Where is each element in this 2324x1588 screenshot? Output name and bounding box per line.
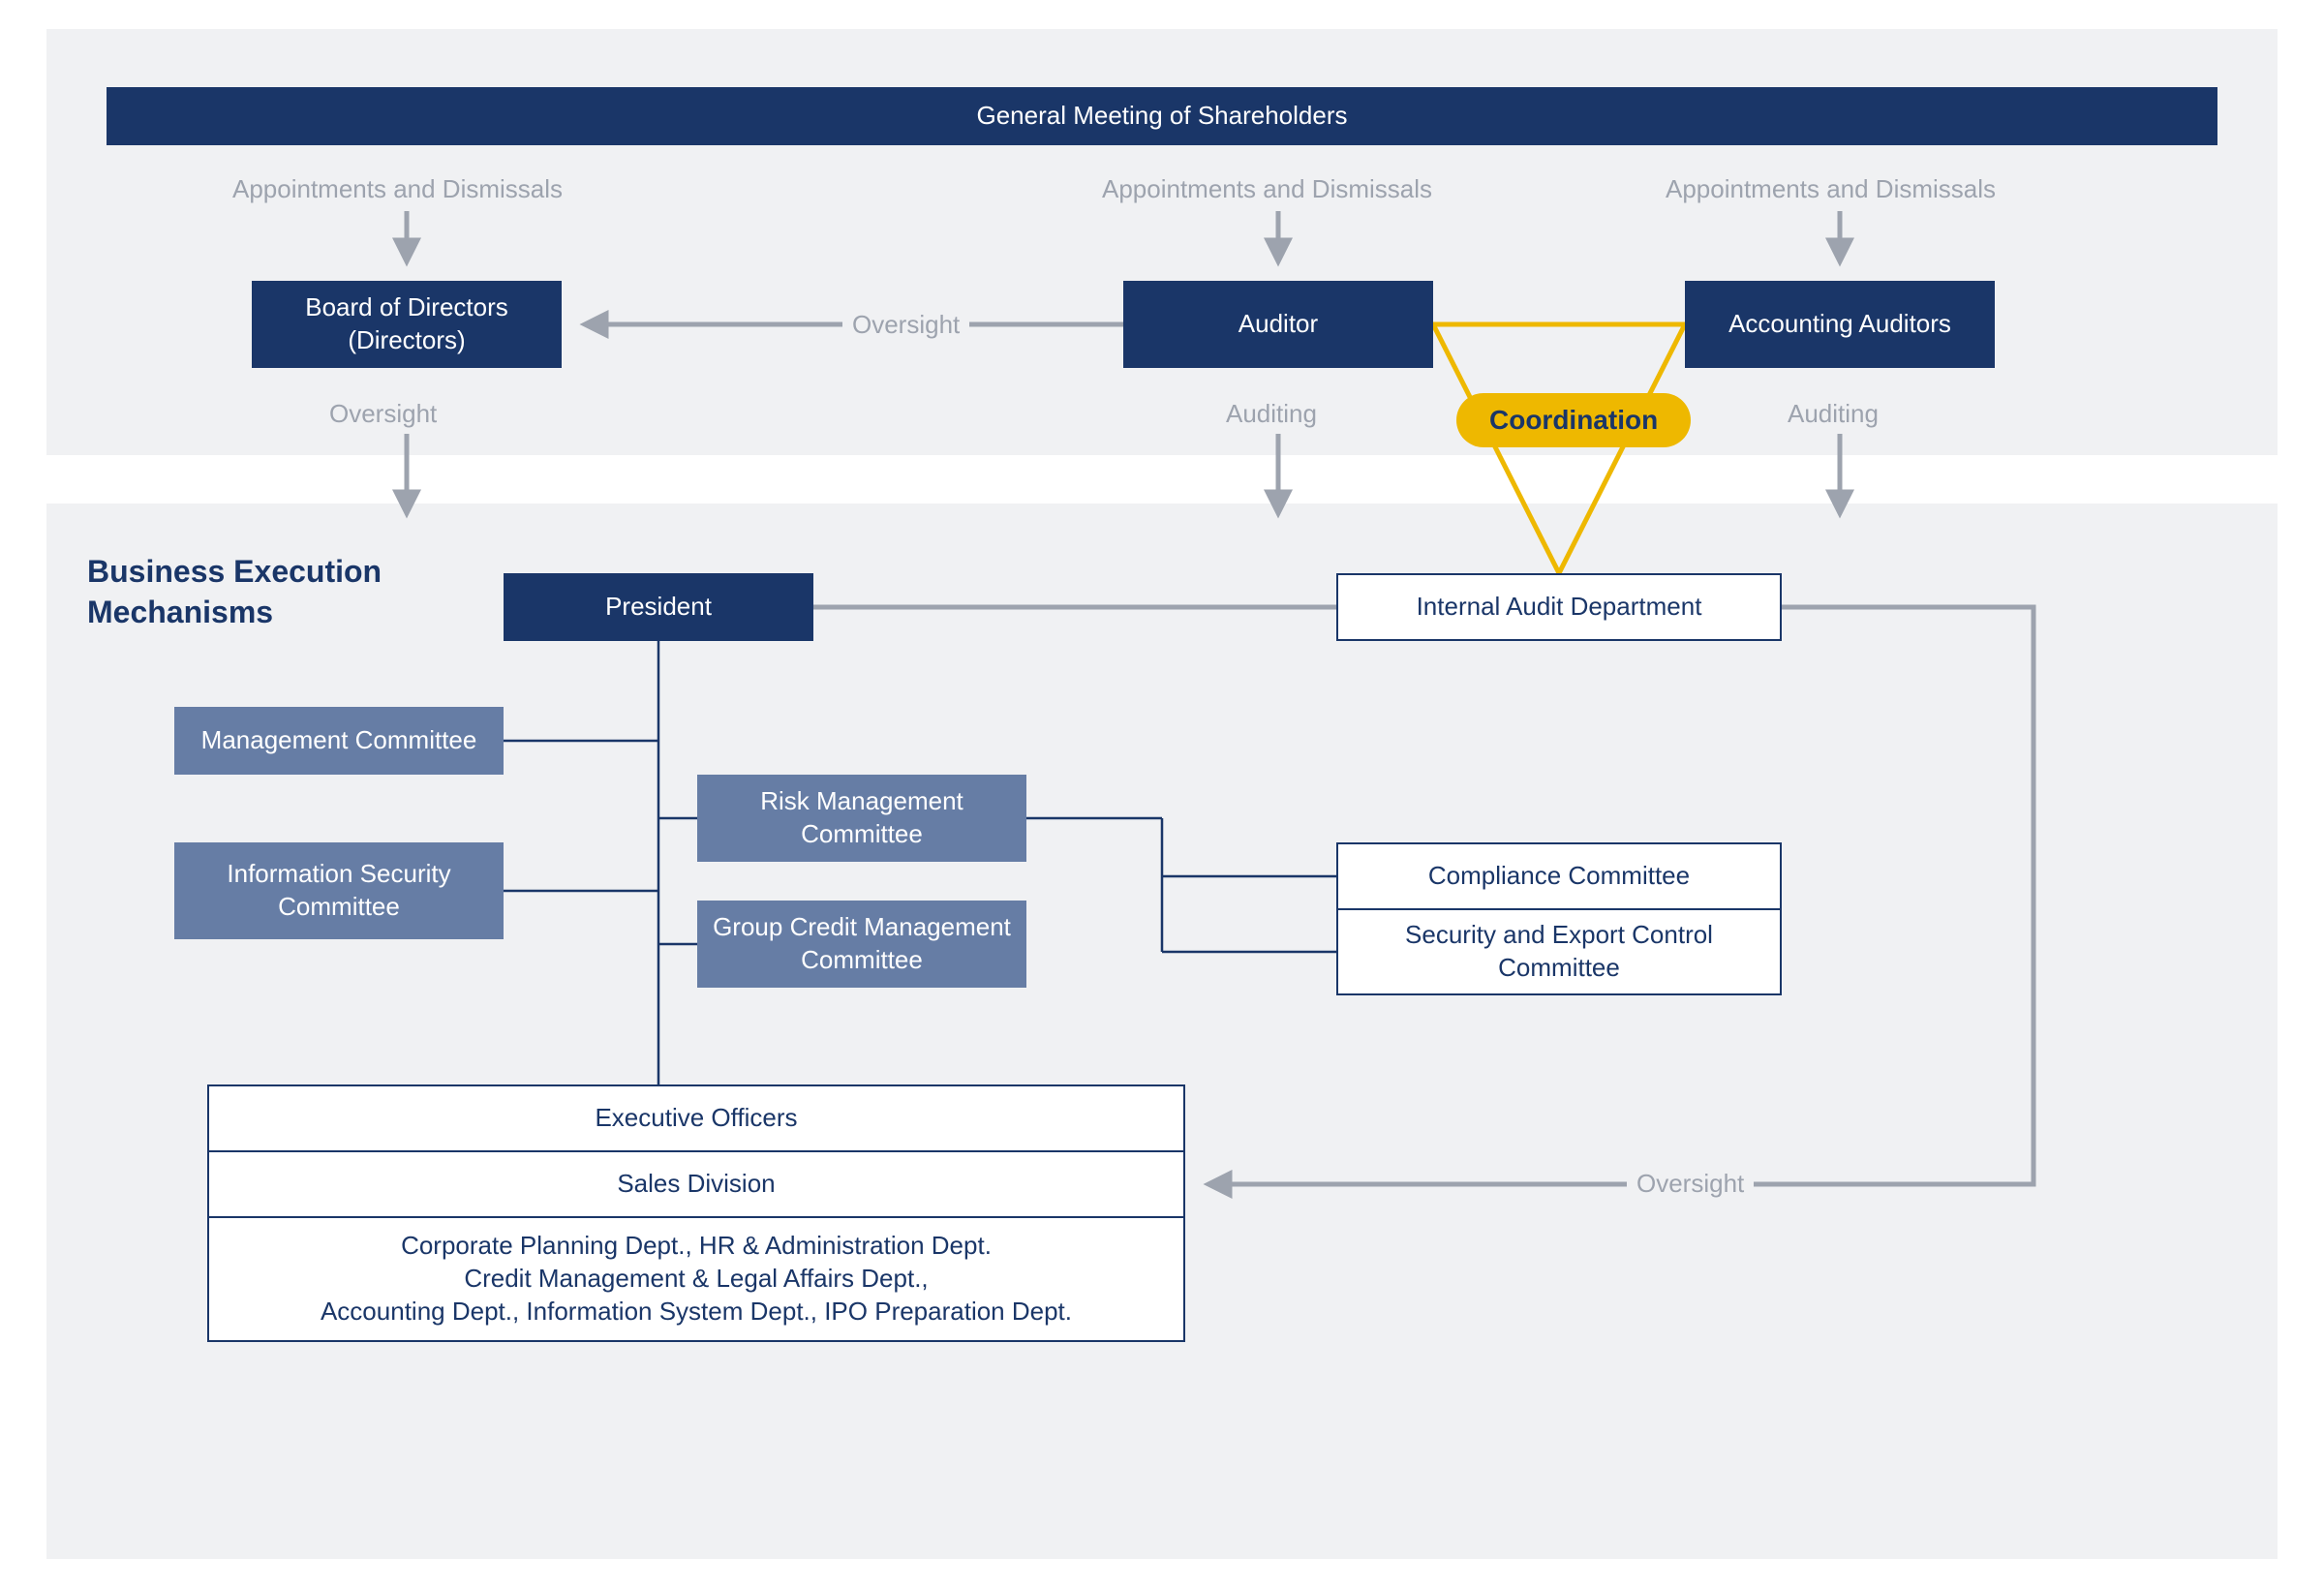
label-appointments-2: Appointments and Dismissals (1102, 174, 1432, 204)
node-auditor: Auditor (1123, 281, 1433, 368)
node-label: Sales Division (617, 1168, 775, 1201)
node-label: Security and Export ControlCommittee (1405, 919, 1713, 985)
label-text: Oversight (852, 310, 960, 339)
label-appointments-1: Appointments and Dismissals (232, 174, 563, 204)
node-compliance-committee: Compliance Committee (1336, 842, 1782, 910)
node-board-of-directors: Board of Directors(Directors) (252, 281, 562, 368)
label-text: Appointments and Dismissals (1666, 174, 1996, 203)
label-text: Auditing (1226, 399, 1317, 428)
node-accounting-auditors: Accounting Auditors (1685, 281, 1995, 368)
label-oversight-bottom: Oversight (1627, 1169, 1754, 1199)
node-president: President (504, 573, 813, 641)
node-label: Risk ManagementCommittee (760, 785, 963, 851)
label-oversight-top: Oversight (842, 310, 969, 340)
section-title-text: Business ExecutionMechanisms (87, 554, 382, 629)
node-info-security-committee: Information SecurityCommittee (174, 842, 504, 939)
label-text: Oversight (329, 399, 437, 428)
label-appointments-3: Appointments and Dismissals (1666, 174, 1996, 204)
label-text: Auditing (1788, 399, 1879, 428)
label-text: Oversight (1636, 1169, 1744, 1198)
node-executive-officers: Executive Officers (207, 1084, 1185, 1152)
white-band-bg (46, 455, 2278, 504)
node-label: Executive Officers (595, 1102, 797, 1135)
node-label: Auditor (1238, 308, 1318, 341)
node-internal-audit: Internal Audit Department (1336, 573, 1782, 641)
org-chart-canvas: General Meeting of Shareholders Board of… (0, 0, 2324, 1588)
node-risk-mgmt-committee: Risk ManagementCommittee (697, 775, 1026, 862)
node-label: President (605, 591, 712, 624)
label-text: Appointments and Dismissals (232, 174, 563, 203)
node-sales-division: Sales Division (207, 1150, 1185, 1218)
node-label: General Meeting of Shareholders (976, 100, 1347, 133)
node-label: Group Credit ManagementCommittee (713, 911, 1011, 977)
coordination-badge: Coordination (1456, 393, 1691, 447)
node-departments: Corporate Planning Dept., HR & Administr… (207, 1216, 1185, 1342)
label-text: Appointments and Dismissals (1102, 174, 1432, 203)
label-auditing-right: Auditing (1788, 399, 1879, 429)
node-group-credit-committee: Group Credit ManagementCommittee (697, 901, 1026, 988)
node-label: Board of Directors(Directors) (305, 291, 508, 357)
section-title-business-exec: Business ExecutionMechanisms (87, 552, 382, 632)
node-label: Internal Audit Department (1417, 591, 1702, 624)
label-oversight-left: Oversight (329, 399, 437, 429)
node-security-export-committee: Security and Export ControlCommittee (1336, 908, 1782, 995)
node-label: Information SecurityCommittee (227, 858, 450, 924)
node-label: Compliance Committee (1428, 860, 1690, 893)
node-label: Management Committee (201, 724, 477, 757)
label-auditing-mid: Auditing (1226, 399, 1317, 429)
node-label: Corporate Planning Dept., HR & Administr… (321, 1230, 1072, 1328)
badge-text: Coordination (1489, 405, 1658, 436)
node-general-meeting: General Meeting of Shareholders (107, 87, 2217, 145)
node-label: Accounting Auditors (1728, 308, 1951, 341)
lower-section-bg (46, 504, 2278, 1559)
node-management-committee: Management Committee (174, 707, 504, 775)
